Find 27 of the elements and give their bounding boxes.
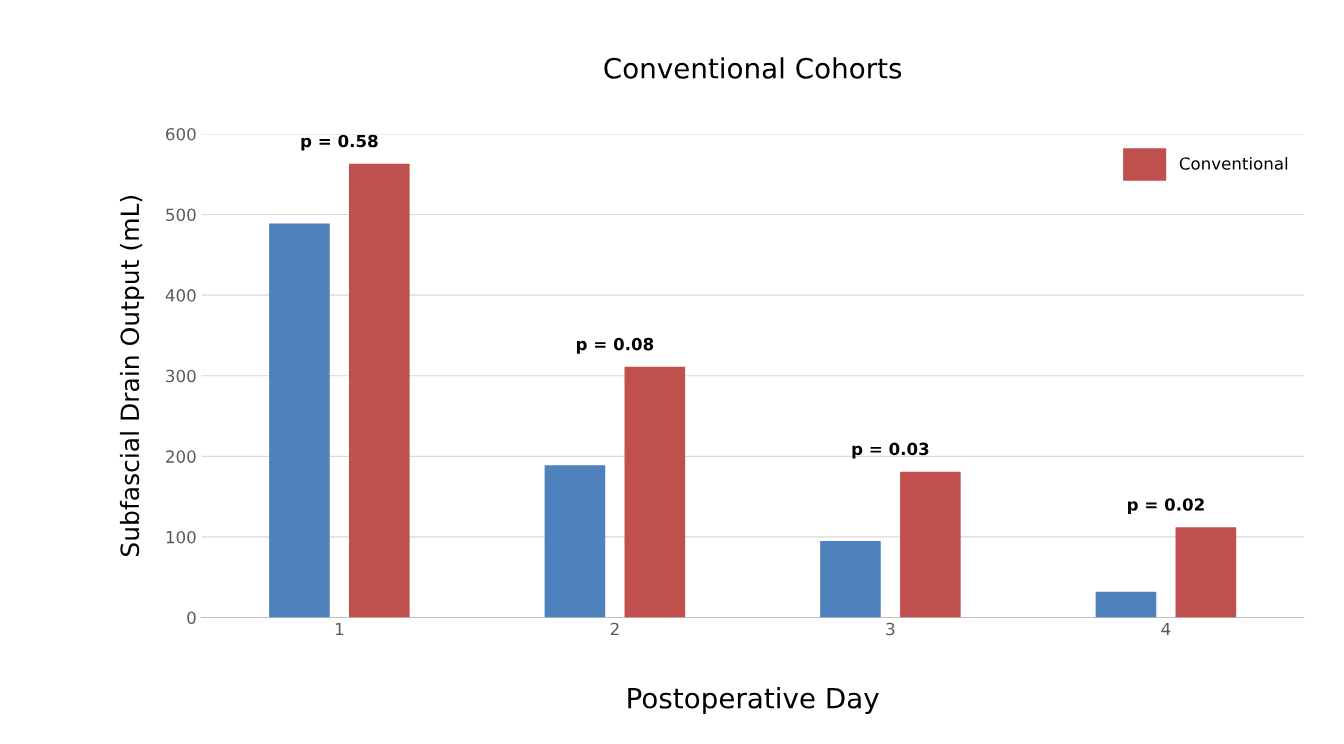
bar [1175,527,1237,618]
bar [1095,591,1157,618]
annotation: p = 0.08 [576,337,654,354]
annotation: p = 0.58 [301,134,378,151]
x-tick-label: 4 [1161,622,1171,636]
bar [349,163,410,618]
bar [544,465,606,618]
y-tick-label: 500 [166,208,196,222]
bar [269,223,330,618]
x-tick-label: 3 [886,622,895,636]
bar [820,540,881,618]
y-axis-title: Subfascial Drain Output (mL) [119,195,145,556]
chart-title: Conventional Cohorts [604,57,902,79]
y-tick-label: 400 [165,289,196,302]
y-tick-label: 300 [166,369,196,383]
x-tick-label: 1 [335,622,344,636]
legend-label: Conventional [1179,156,1288,170]
y-tick-label: 0 [187,611,196,625]
y-tick-label: 200 [166,450,196,463]
x-axis-title: Postoperative Day [628,687,879,715]
bar [624,366,686,618]
annotation: p = 0.03 [852,442,929,459]
bar [900,471,961,618]
y-tick-label: 600 [166,127,196,141]
y-tick-label: 100 [166,530,196,544]
x-tick-label: 2 [610,622,619,636]
annotation: p = 0.02 [1128,498,1204,515]
